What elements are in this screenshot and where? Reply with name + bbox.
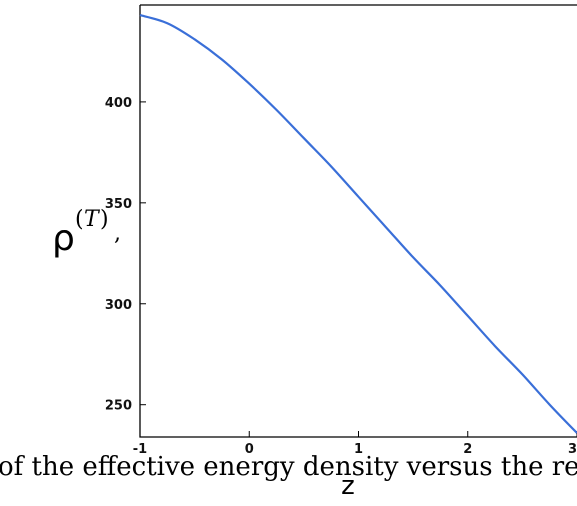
y-axis-label-open-paren: ( — [75, 207, 84, 232]
y-axis-label: ρ ( T ) , — [52, 207, 121, 259]
x-tick-label: 2 — [463, 442, 472, 457]
figure-caption: of the effective energy density versus t… — [0, 452, 577, 482]
x-ticks: -1 0 1 2 3 — [133, 431, 577, 457]
series-line — [139, 14, 577, 434]
x-tick-label: -1 — [133, 442, 147, 457]
y-tick-label: 250 — [105, 399, 132, 414]
plot-frame — [139, 5, 577, 438]
x-tick-label: 3 — [568, 442, 577, 457]
x-tick-label: 1 — [354, 442, 363, 457]
axes — [139, 4, 577, 438]
y-axis-label-close-paren: ) — [100, 207, 109, 232]
y-tick-label: 400 — [105, 96, 132, 111]
y-tick-label: 350 — [105, 197, 132, 212]
y-axis-label-superscript: T — [84, 207, 101, 232]
y-axis-label-trailing: , — [114, 221, 121, 246]
y-axis-label-symbol: ρ — [52, 218, 75, 259]
x-tick-label: 0 — [245, 442, 254, 457]
y-ticks: 250 300 350 400 — [105, 96, 146, 414]
x-axis-label: z — [341, 471, 355, 501]
y-tick-label: 300 — [105, 298, 132, 313]
